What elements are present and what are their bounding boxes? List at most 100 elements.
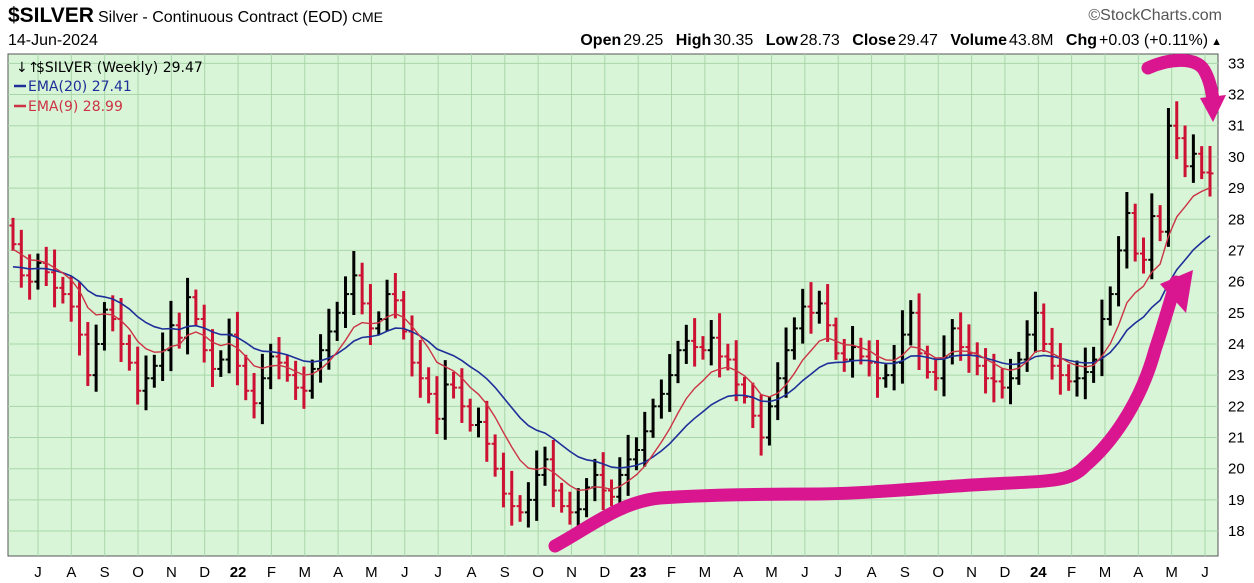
ohlc-bar bbox=[1156, 205, 1164, 242]
close-value: 29.47 bbox=[897, 32, 938, 49]
exchange-label: CME bbox=[351, 9, 383, 25]
x-tick-label: M bbox=[699, 564, 712, 581]
legend-price: $SILVER (Weekly) 29.47 bbox=[36, 60, 203, 76]
ohlc-bar bbox=[1148, 193, 1156, 280]
chart-title-row: $SILVER Silver - Continuous Contract (EOD… bbox=[8, 4, 383, 27]
ohlc-bar bbox=[433, 376, 441, 434]
x-tick-label: M bbox=[365, 564, 378, 581]
x-tick-label: A bbox=[333, 564, 343, 581]
ohlc-bar bbox=[915, 293, 923, 370]
ohlc-bar bbox=[358, 262, 366, 315]
x-tick-label: J bbox=[34, 564, 42, 581]
x-tick-label: N bbox=[566, 564, 577, 581]
y-tick-label: 20 bbox=[1228, 461, 1245, 478]
x-tick-label: J bbox=[1201, 564, 1209, 581]
ohlc-bar bbox=[275, 337, 283, 380]
ohlc-bar bbox=[109, 295, 117, 332]
legend-price-icon: ↓↑ bbox=[16, 60, 39, 76]
ohlc-bar bbox=[898, 310, 906, 384]
ohlc-bar bbox=[242, 354, 250, 401]
ohlc-bar bbox=[849, 326, 857, 378]
ohlc-bar bbox=[599, 452, 607, 511]
ohlc-bar bbox=[1031, 291, 1039, 353]
ohlc-bar bbox=[466, 398, 474, 432]
symbol-label: $SILVER bbox=[8, 4, 94, 27]
ohlc-bar bbox=[649, 398, 657, 438]
ohlc-bar bbox=[699, 336, 707, 360]
ohlc-bar bbox=[300, 366, 308, 409]
ohlc-bar bbox=[76, 282, 83, 356]
ohlc-bar bbox=[882, 364, 890, 388]
ohlc-bar bbox=[799, 288, 807, 344]
x-tick-label: A bbox=[867, 564, 877, 581]
ohlc-bar bbox=[258, 353, 266, 425]
ohlc-bar bbox=[608, 479, 615, 507]
open-value: 29.25 bbox=[623, 32, 664, 49]
x-tick-label: O bbox=[932, 564, 944, 581]
ohlc-bar bbox=[400, 291, 408, 340]
ohlc-bar bbox=[1123, 191, 1131, 269]
ohlc-bar bbox=[391, 273, 399, 319]
ohlc-bar bbox=[815, 290, 823, 324]
ohlc-bar bbox=[325, 308, 333, 370]
ohlc-bar bbox=[26, 254, 34, 300]
ohlc-bar bbox=[741, 376, 748, 404]
x-tick-label: F bbox=[1067, 564, 1076, 581]
ohlc-bar bbox=[865, 340, 873, 377]
y-tick-label: 30 bbox=[1228, 149, 1245, 166]
ohlc-bar bbox=[982, 348, 990, 394]
annotation-arrows bbox=[548, 53, 1226, 553]
x-tick-label: D bbox=[199, 564, 210, 581]
annotation-hook-curve bbox=[1141, 53, 1220, 107]
ohlc-bar bbox=[150, 354, 158, 388]
ohlc-bar bbox=[1131, 203, 1139, 262]
ohlc-bar bbox=[1140, 237, 1147, 274]
volume-label: Volume bbox=[950, 32, 1007, 49]
ohlc-bar bbox=[59, 276, 67, 304]
close-label: Close bbox=[852, 32, 896, 49]
x-tick-label: N bbox=[166, 564, 177, 581]
y-tick-label: 32 bbox=[1228, 87, 1245, 104]
x-tick-label: 24 bbox=[1030, 564, 1047, 581]
ohlc-bar bbox=[450, 371, 458, 399]
y-tick-label: 23 bbox=[1228, 367, 1245, 384]
ohlc-bar bbox=[716, 313, 724, 378]
annotation-curve-arrow bbox=[548, 275, 1183, 553]
x-tick-label: A bbox=[66, 564, 76, 581]
ohlc-bar bbox=[1065, 364, 1073, 391]
ohlc-bar bbox=[674, 340, 682, 384]
chg-up-arrow-icon: ▲ bbox=[1211, 36, 1222, 48]
y-tick-label: 27 bbox=[1228, 242, 1245, 259]
x-tick-label: S bbox=[500, 564, 510, 581]
ohlc-bar bbox=[932, 357, 940, 391]
ohlc-bar bbox=[167, 300, 175, 372]
ohlc-bar bbox=[774, 362, 782, 421]
x-tick-label: S bbox=[900, 564, 910, 581]
low-value: 28.73 bbox=[799, 32, 840, 49]
x-tick-label: F bbox=[667, 564, 676, 581]
ohlc-bar bbox=[1056, 343, 1064, 395]
ema20-line bbox=[12, 235, 1211, 469]
legend-ema9: EMA(9) 28.99 bbox=[28, 99, 123, 115]
y-tick-label: 33 bbox=[1228, 55, 1245, 72]
ohlc-bar bbox=[533, 450, 541, 521]
ohlc-bar bbox=[549, 439, 557, 508]
y-tick-label: 29 bbox=[1228, 180, 1245, 197]
x-tick-label: A bbox=[733, 564, 743, 581]
volume-value: 43.8M bbox=[1008, 32, 1054, 49]
ohlc-bar bbox=[292, 360, 300, 400]
annotation-up-arrowhead-icon bbox=[1160, 270, 1193, 313]
high-value: 30.35 bbox=[713, 32, 754, 49]
ohlc-bar bbox=[516, 495, 524, 522]
y-tick-label: 26 bbox=[1228, 274, 1245, 291]
low-label: Low bbox=[765, 32, 798, 49]
ohlc-bar bbox=[366, 284, 374, 346]
ohlc-bar bbox=[491, 434, 499, 477]
y-tick-label: 19 bbox=[1228, 492, 1245, 509]
ohlc-bar bbox=[641, 411, 649, 467]
ohlc-bar bbox=[342, 276, 349, 328]
ohlc-bar bbox=[1164, 108, 1172, 247]
y-tick-label: 28 bbox=[1228, 211, 1245, 228]
legend: ↓↑ $SILVER (Weekly) 29.47 EMA(20) 27.41 … bbox=[14, 60, 203, 115]
ohlc-bar bbox=[666, 354, 674, 412]
